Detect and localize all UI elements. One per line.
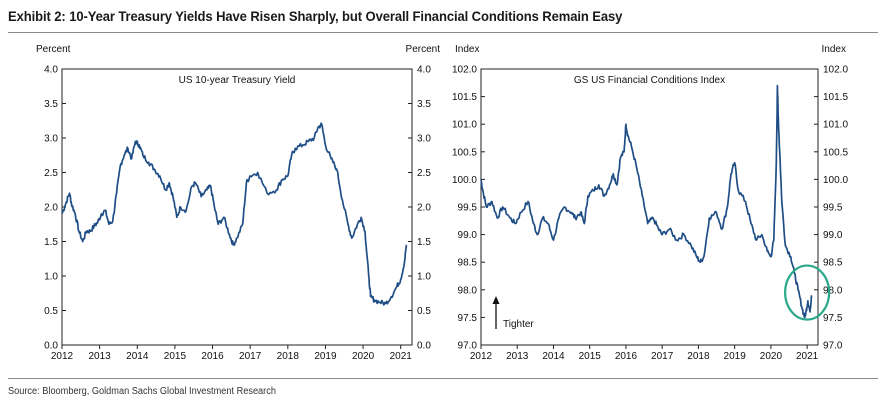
title-divider [8,32,878,33]
yield-ytick-label-left: 0.5 [44,306,58,317]
yield-ytick-label-left: 2.5 [44,168,58,179]
yield-xtick-label: 2013 [89,351,112,362]
yield-series-line [61,122,408,306]
yield-ytick-label-right: 3.0 [417,134,431,145]
yield-xtick-label: 2015 [164,351,187,362]
yield-ytick-label-left: 3.0 [44,134,58,145]
yield-ylabel-left: Percent [36,44,71,55]
yield-xtick-label: 2012 [51,351,74,362]
yield-ytick-label-right: 2.0 [417,203,431,214]
yield-ytick-label-right: 1.5 [417,237,431,248]
footer-divider [8,378,878,379]
yield-ylabel-right: Percent [406,44,441,55]
yield-ytick-label-right: 4.0 [417,65,431,76]
yield-ytick-label-right: 3.5 [417,99,431,110]
yield-ytick-label-left: 3.5 [44,99,58,110]
yield-xtick-label: 2016 [201,351,224,362]
yield-ytick-label-left: 2.0 [44,203,58,214]
yield-xtick-label: 2020 [352,351,375,362]
yield-xtick-label: 2019 [314,351,337,362]
yield-ytick-label-right: 2.5 [417,168,431,179]
yield-xtick-label: 2017 [239,351,262,362]
yield-xtick-label: 2021 [390,351,413,362]
yield-ytick-label-left: 4.0 [44,65,58,76]
source-note: Source: Bloomberg, Goldman Sachs Global … [8,386,276,397]
yield-ytick-label-right: 1.0 [417,272,431,283]
yield-ytick-label-left: 1.5 [44,237,58,248]
yield-xtick-label: 2014 [126,351,149,362]
yield-title: US 10-year Treasury Yield [179,75,296,86]
yield-ytick-label-left: 0.0 [44,341,58,352]
yield-ytick-label-right: 0.5 [417,306,431,317]
yield-xtick-label: 2018 [277,351,300,362]
yield-ytick-label-left: 1.0 [44,272,58,283]
exhibit-title: Exhibit 2: 10-Year Treasury Yields Have … [8,8,623,24]
yield-ytick-label-right: 0.0 [417,341,431,352]
